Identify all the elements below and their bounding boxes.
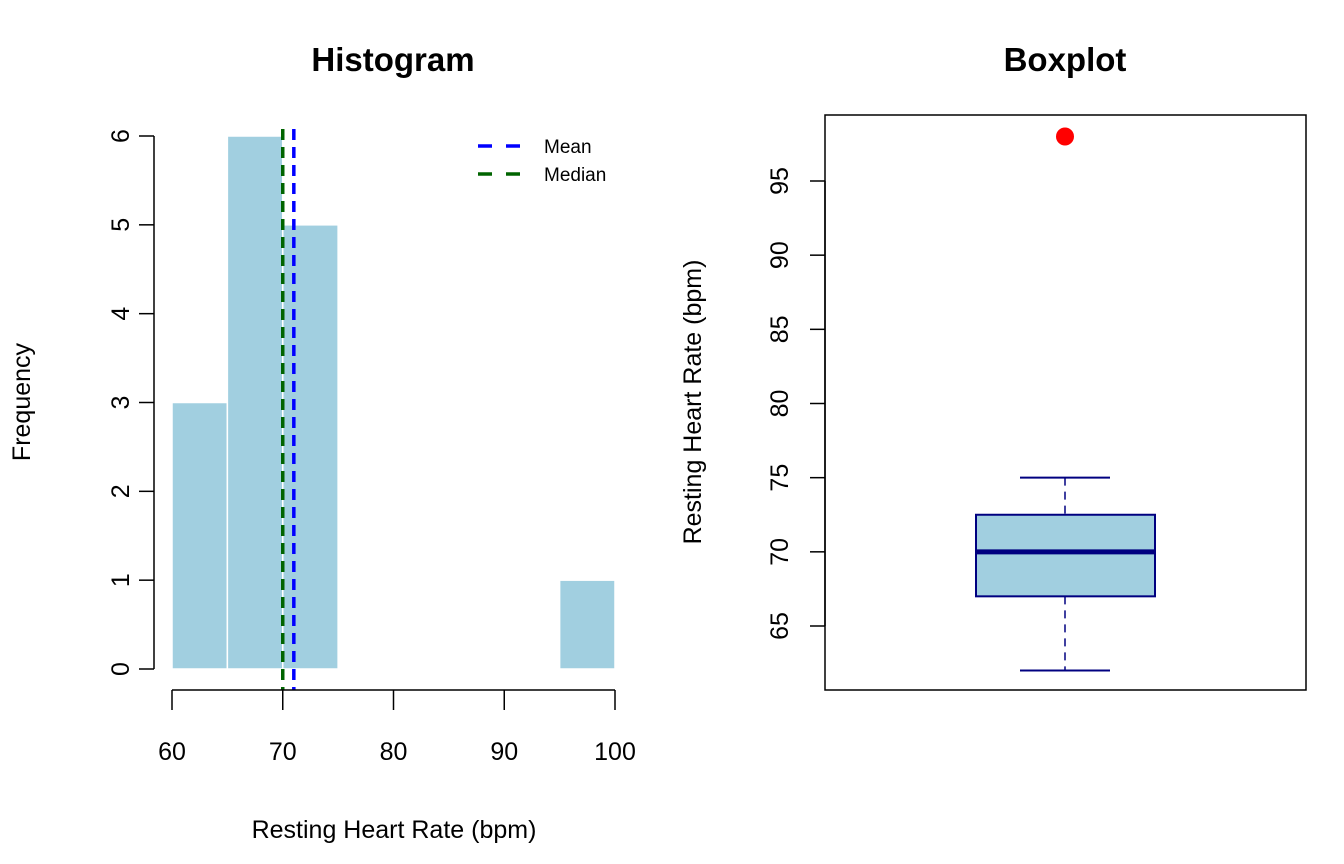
- histogram-bar-65-70: [226, 135, 284, 670]
- y-tick-label: 4: [107, 307, 135, 321]
- legend: Mean Median: [478, 137, 606, 186]
- histogram-title: Histogram: [311, 41, 474, 78]
- histogram-y-label: Frequency: [8, 342, 36, 461]
- boxplot-y-label: Resting Heart Rate (bpm): [679, 260, 707, 545]
- y-tick-label: 95: [766, 167, 794, 195]
- histogram-bars: [171, 135, 616, 670]
- boxplot-title: Boxplot: [1004, 41, 1127, 78]
- y-tick-label: 5: [107, 218, 135, 232]
- histogram-bar-70-75: [282, 224, 339, 670]
- boxplot-marks: [975, 127, 1156, 672]
- y-tick-label: 3: [107, 396, 135, 410]
- x-tick-label: 60: [158, 738, 186, 766]
- y-tick-label: 6: [107, 129, 135, 143]
- y-tick-label: 80: [766, 390, 794, 418]
- boxplot-panel: Boxplot 65 70 75 80 85 90 95 Resting Heart Rat…: [679, 41, 1307, 691]
- y-tick-label: 0: [107, 662, 135, 676]
- x-tick-label: 90: [490, 738, 518, 766]
- y-tick-label: 70: [766, 538, 794, 566]
- histogram-panel: Histogram 0 1 2 3 4 5 6 60 70 80 90 100 Resting He…: [8, 41, 636, 844]
- histogram-bar-60-65: [171, 401, 229, 670]
- boxplot-y-axis: 65 70 75 80 85 90 95: [766, 167, 826, 640]
- box-iqr: [975, 513, 1156, 598]
- outlier-point: [1056, 127, 1074, 146]
- x-tick-label: 80: [380, 738, 408, 766]
- histogram-x-axis: 60 70 80 90 100: [158, 689, 636, 766]
- legend-label-mean: Mean: [544, 137, 592, 158]
- reference-lines: [281, 129, 296, 690]
- y-tick-label: 90: [766, 241, 794, 269]
- y-tick-label: 2: [107, 484, 135, 498]
- y-tick-label: 1: [107, 573, 135, 587]
- x-tick-label: 100: [594, 738, 636, 766]
- y-tick-label: 75: [766, 464, 794, 492]
- histogram-bar-95-100: [558, 579, 616, 670]
- histogram-x-label: Resting Heart Rate (bpm): [252, 816, 537, 844]
- y-tick-label: 85: [766, 315, 794, 343]
- histogram-y-axis: 0 1 2 3 4 5 6: [107, 129, 155, 676]
- x-tick-label: 70: [269, 738, 297, 766]
- legend-label-median: Median: [544, 165, 606, 186]
- y-tick-label: 65: [766, 612, 794, 640]
